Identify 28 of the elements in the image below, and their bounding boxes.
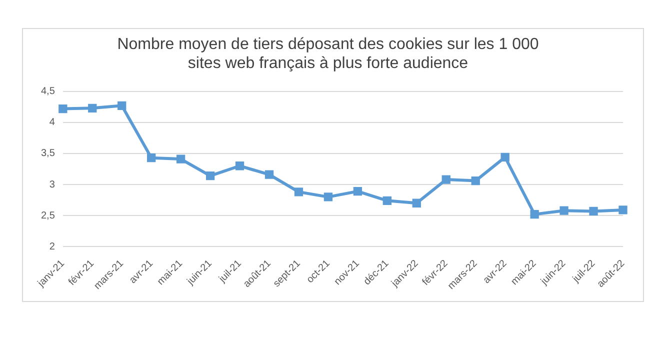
point <box>353 187 362 196</box>
point <box>530 210 539 219</box>
point <box>264 170 274 179</box>
point <box>88 104 97 112</box>
y-tick-label: 2 <box>49 241 56 252</box>
point <box>500 152 510 162</box>
point <box>442 175 450 184</box>
y-tick-label: 2,5 <box>40 210 56 222</box>
point <box>471 176 480 186</box>
point <box>382 196 392 205</box>
text: Nombre moyen de tiers déposant des cookies sur les 1 000 <box>117 36 539 54</box>
y-tick-label: 4,5 <box>40 86 56 98</box>
point <box>176 154 186 164</box>
point <box>118 101 126 110</box>
point <box>235 162 244 170</box>
point <box>294 188 304 196</box>
point <box>618 206 628 214</box>
y-tick-label: 3 <box>49 179 56 190</box>
point <box>147 153 156 162</box>
y-tick-label: 4 <box>49 117 56 128</box>
point <box>412 198 421 208</box>
text: sites web français à plus forte audience <box>188 55 468 72</box>
point <box>589 206 598 216</box>
point <box>560 206 568 215</box>
y-tick-label: 3,5 <box>40 148 56 160</box>
point <box>324 192 333 202</box>
point <box>206 171 215 180</box>
point <box>58 104 68 114</box>
